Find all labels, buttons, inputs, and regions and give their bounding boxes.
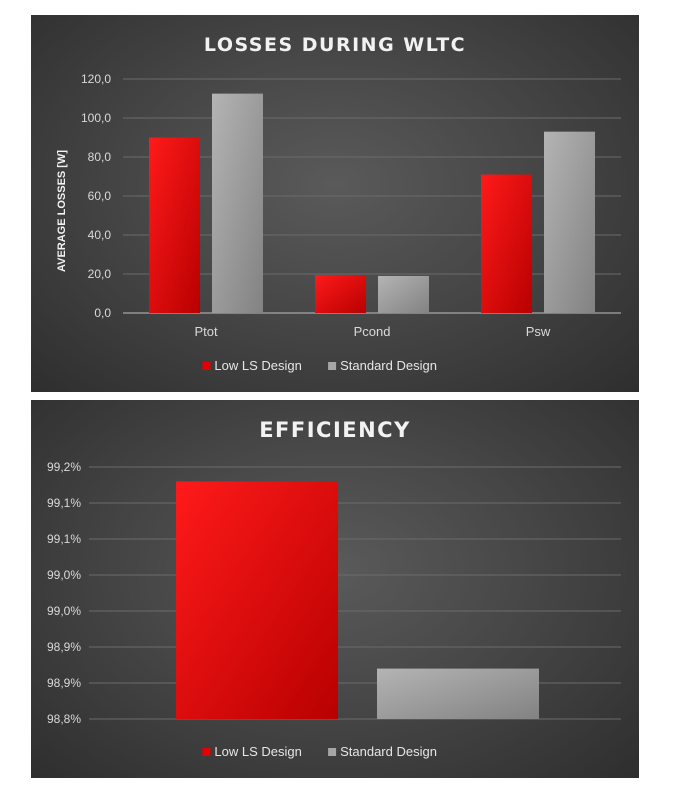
legend-swatch bbox=[328, 362, 337, 370]
efficiency-chart: EFFICIENCY 98,8% 98,9% 98,9% 99,0% 99,0% 99,1… bbox=[47, 418, 621, 759]
y-tick-label: 98,9% bbox=[47, 676, 81, 690]
y-tick-label: 100,0 bbox=[81, 111, 111, 125]
y-tick-label: 20,0 bbox=[88, 267, 112, 281]
legend-swatch bbox=[202, 362, 211, 370]
y-tick-label: 80,0 bbox=[88, 150, 112, 164]
gridlines bbox=[89, 466, 621, 720]
legend-label: Standard Design bbox=[340, 744, 437, 759]
bar bbox=[315, 274, 366, 313]
category-label: Pcond bbox=[354, 324, 391, 339]
legend-label: Low LS Design bbox=[214, 744, 301, 759]
legend-swatch bbox=[202, 748, 211, 756]
bars bbox=[149, 93, 595, 313]
bar bbox=[212, 93, 263, 313]
y-tick-label: 99,1% bbox=[47, 532, 81, 546]
y-tick-label: 60,0 bbox=[88, 189, 112, 203]
bar bbox=[176, 481, 338, 719]
legend-swatch bbox=[328, 748, 337, 756]
losses-chart: LOSSES DURING WLTC 0,0 20,0 40,0 60,0 80,0 10… bbox=[56, 34, 621, 373]
category-labels: Ptot Pcond Psw bbox=[194, 324, 550, 339]
efficiency-chart-panel: EFFICIENCY 98,8% 98,9% 98,9% 99,0% 99,0% 99,1… bbox=[31, 400, 639, 778]
chart-title: EFFICIENCY bbox=[259, 418, 411, 442]
y-tick-label: 99,0% bbox=[47, 604, 81, 618]
chart-title: LOSSES DURING WLTC bbox=[204, 34, 466, 56]
bar bbox=[149, 137, 200, 313]
y-tick-labels: 98,8% 98,9% 98,9% 99,0% 99,0% 99,1% 99,1% 99,2% bbox=[47, 460, 81, 726]
bar bbox=[544, 131, 595, 313]
bars bbox=[176, 481, 539, 719]
category-label: Psw bbox=[526, 324, 551, 339]
y-tick-label: 40,0 bbox=[88, 228, 112, 242]
legend-label: Low LS Design bbox=[214, 358, 301, 373]
legend: Low LS Design Standard Design bbox=[202, 358, 437, 373]
legend: Low LS Design Standard Design bbox=[202, 744, 437, 759]
losses-chart-panel: LOSSES DURING WLTC 0,0 20,0 40,0 60,0 80,0 10… bbox=[31, 15, 639, 392]
y-tick-label: 98,9% bbox=[47, 640, 81, 654]
gridlines bbox=[123, 78, 621, 314]
y-tick-label: 99,1% bbox=[47, 496, 81, 510]
y-tick-label: 99,2% bbox=[47, 460, 81, 474]
bar bbox=[481, 174, 532, 313]
bar bbox=[377, 668, 539, 719]
legend-label: Standard Design bbox=[340, 358, 437, 373]
y-tick-label: 120,0 bbox=[81, 72, 111, 86]
y-tick-labels: 0,0 20,0 40,0 60,0 80,0 100,0 120,0 bbox=[81, 72, 111, 320]
y-tick-label: 99,0% bbox=[47, 568, 81, 582]
y-tick-label: 98,8% bbox=[47, 712, 81, 726]
bar bbox=[378, 275, 429, 313]
category-label: Ptot bbox=[194, 324, 218, 339]
y-axis-title: AVERAGE LOSSES [W] bbox=[56, 150, 68, 272]
y-tick-label: 0,0 bbox=[94, 306, 111, 320]
